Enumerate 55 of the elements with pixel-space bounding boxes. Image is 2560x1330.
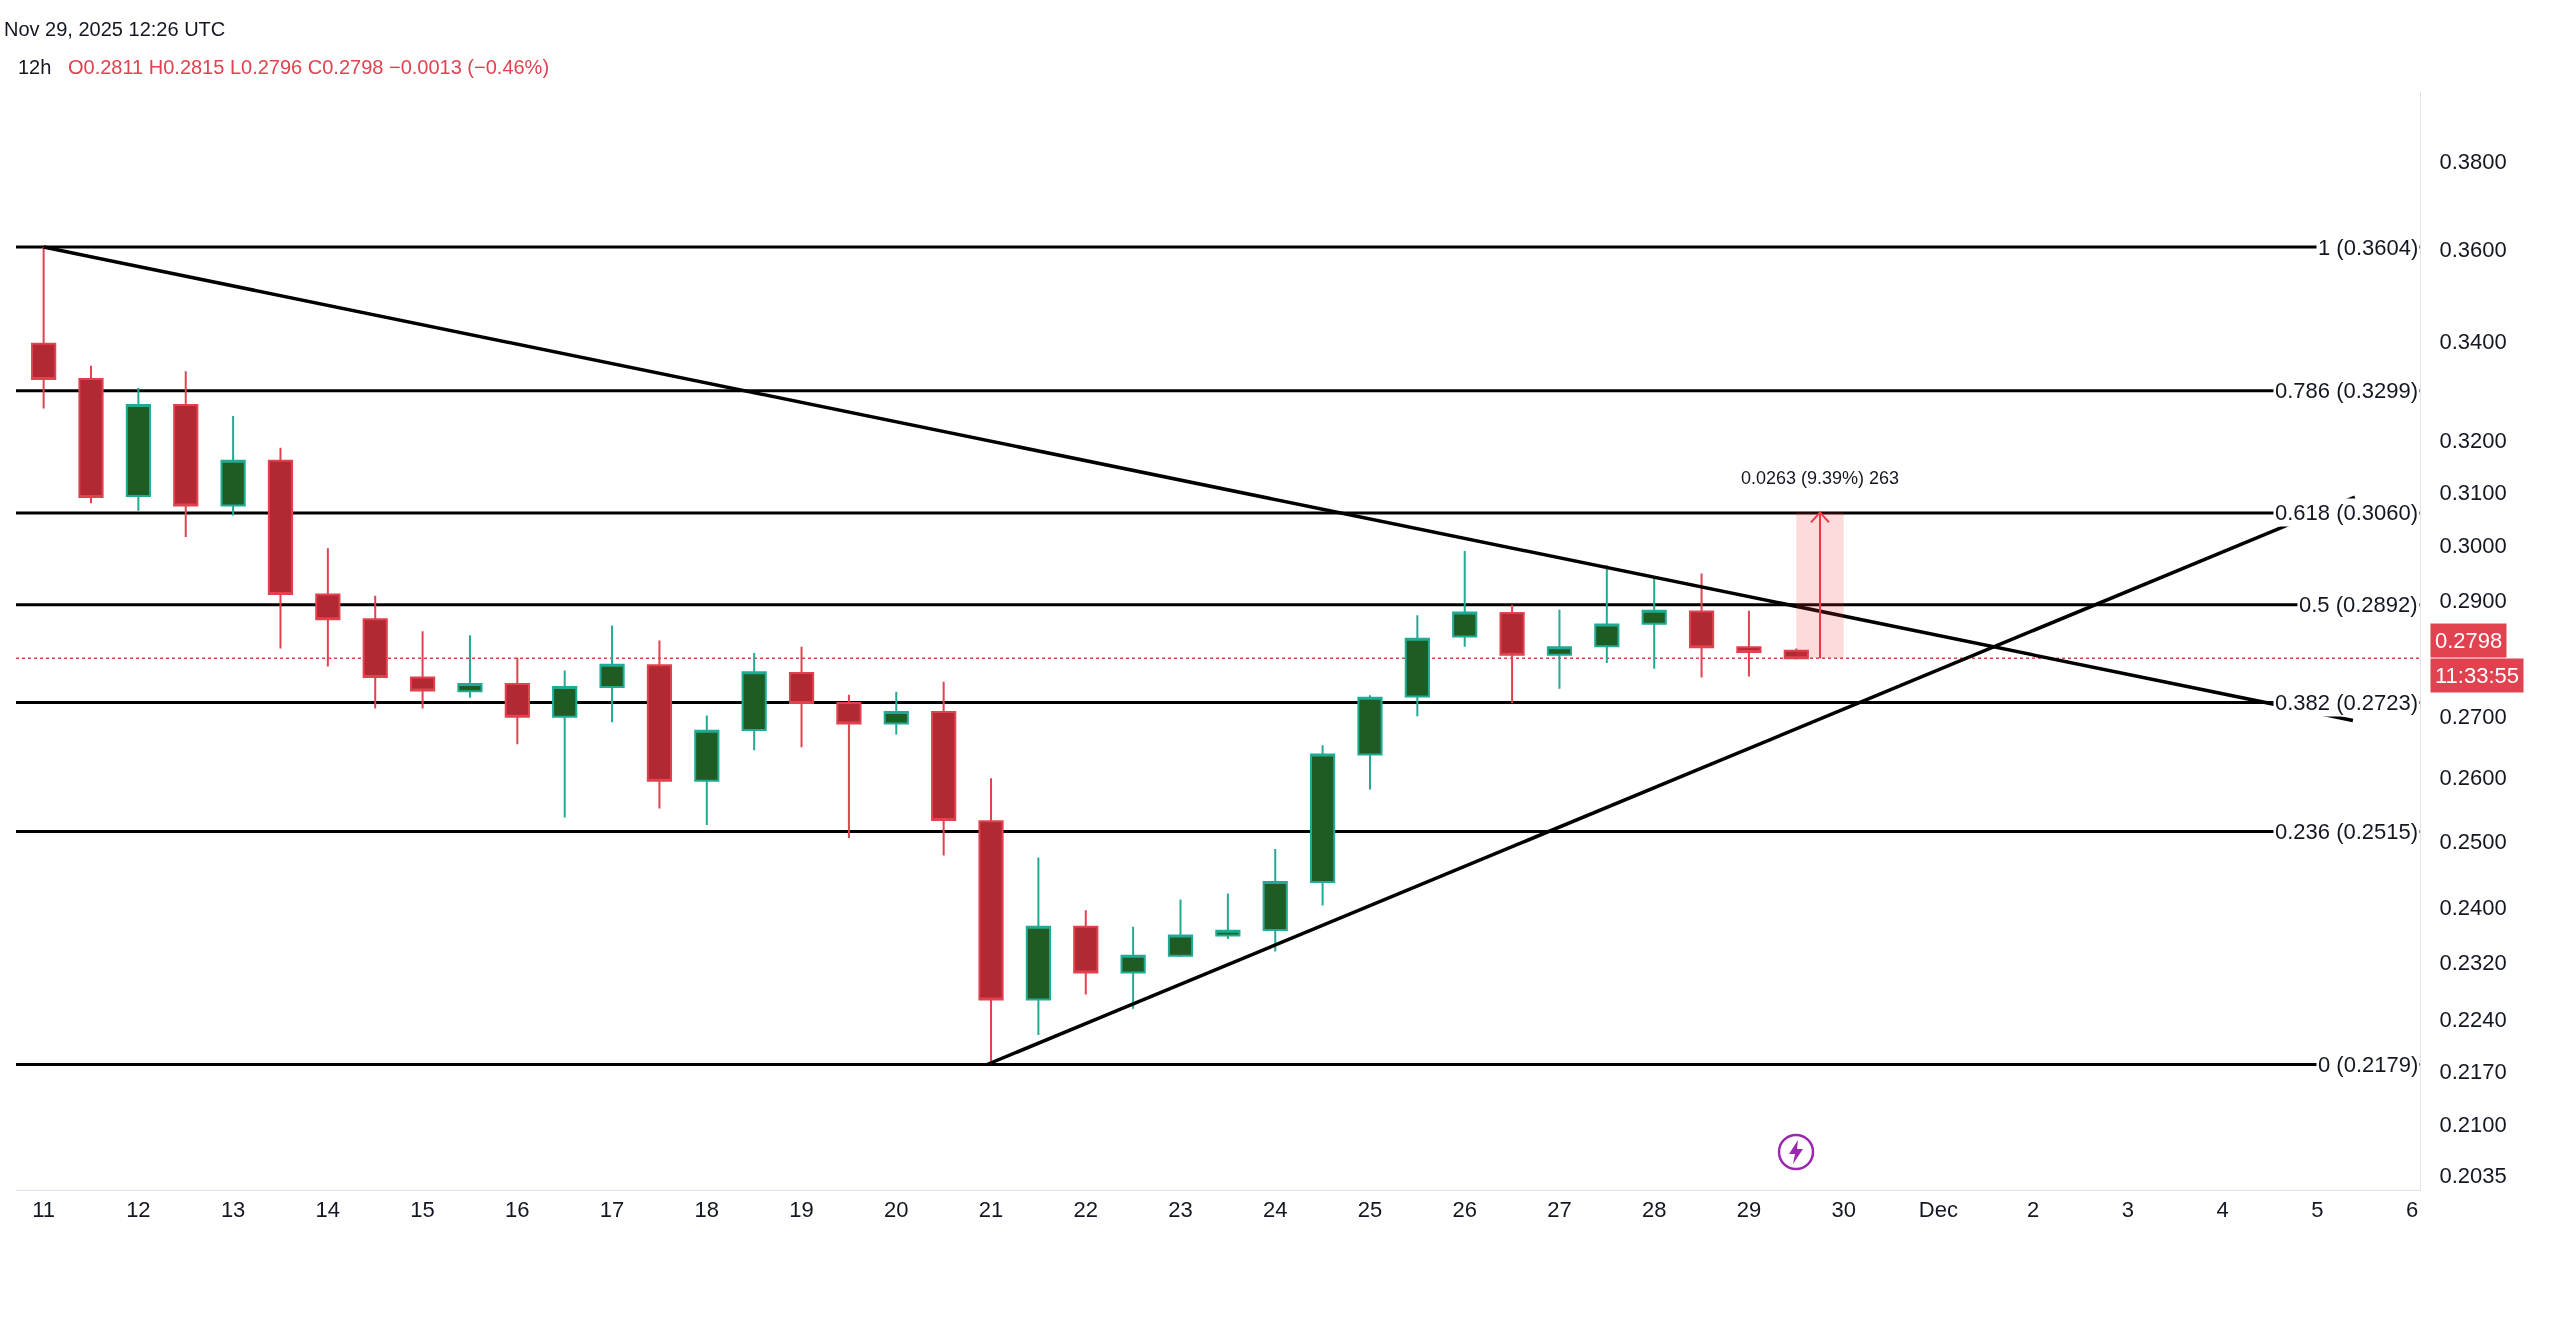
- chart-subtitle: O0.2811 H0.2815 L0.2796 C0.2798 −0.0013 (−0.46%): [67, 55, 550, 78]
- ref-line-label: 0.2798: [2435, 628, 2503, 653]
- x-tick-label: 22: [1073, 1197, 1098, 1223]
- x-tick-label: 12: [126, 1197, 151, 1223]
- y-tick-label: 0.2600: [2439, 765, 2507, 791]
- x-tick-label: Dec: [1918, 1197, 1958, 1223]
- x-tick-label: 19: [789, 1197, 814, 1223]
- x-tick-label: 17: [599, 1197, 625, 1223]
- y-tick-label: 0.3200: [2439, 427, 2507, 453]
- x-tick-label: 30: [1831, 1197, 1856, 1223]
- y-tick-label: 0.2900: [2439, 587, 2507, 613]
- y-tick-label: 0.2100: [2439, 1112, 2507, 1138]
- x-tick-label: 16: [505, 1197, 530, 1223]
- x-tick-label: 11: [32, 1197, 56, 1223]
- y-tick-label: 0.2500: [2439, 828, 2507, 854]
- y-tick-label: 0.3600: [2439, 236, 2507, 262]
- y-tick-label: 0.2170: [2439, 1058, 2507, 1084]
- y-tick-label: 0.3100: [2439, 479, 2507, 505]
- x-tick-label: 21: [978, 1197, 1004, 1223]
- x-tick-label: 2: [2027, 1197, 2040, 1223]
- y-tick-label: 0.2400: [2439, 895, 2507, 921]
- x-tick-label: 27: [1547, 1197, 1572, 1223]
- x-tick-label: 28: [1641, 1197, 1667, 1223]
- y-tick-label: 0.2320: [2439, 950, 2507, 976]
- x-tick-label: 23: [1168, 1197, 1193, 1223]
- y-tick-label: 0.2700: [2439, 703, 2507, 729]
- y-tick-label: 0.3800: [2439, 148, 2507, 174]
- text: Nov 29, 2025 12:26 UTC: [4, 18, 226, 40]
- y-tick-label: 0.3400: [2439, 329, 2507, 355]
- x-tick-label: 13: [220, 1197, 246, 1223]
- text: 11:33:55: [2435, 663, 2520, 688]
- ref-line-label: 0.236 (0.2515): [2275, 819, 2419, 844]
- x-tick-label: 4: [2216, 1197, 2229, 1223]
- x-tick-label: 25: [1357, 1197, 1383, 1223]
- x-tick-label: 26: [1452, 1197, 1477, 1223]
- x-tick-label: 3: [2121, 1197, 2135, 1223]
- x-tick-label: 15: [410, 1197, 435, 1223]
- y-tick-label: 0.2035: [2439, 1163, 2507, 1189]
- ref-line-label: 1 (0.3604): [2318, 235, 2419, 260]
- y-tick-label: 0.2240: [2439, 1007, 2507, 1033]
- ref-line-label: 0.618 (0.3060): [2275, 500, 2419, 525]
- y-tick-label: 0.3000: [2439, 532, 2507, 558]
- ref-line-label: 0.786 (0.3299): [2275, 378, 2419, 403]
- chart-title: 12h: [17, 55, 52, 78]
- ref-line-label: 0.5 (0.2892): [2299, 592, 2418, 617]
- x-tick-label: 24: [1263, 1197, 1288, 1223]
- ref-line-label: 0 (0.2179): [2318, 1052, 2419, 1077]
- x-tick-label: 20: [884, 1197, 909, 1223]
- x-tick-label: 18: [694, 1197, 720, 1223]
- x-tick-label: 6: [2405, 1197, 2419, 1223]
- x-tick-label: 29: [1736, 1197, 1762, 1223]
- annotation: 0.0263 (9.39%) 263: [1741, 468, 1900, 488]
- x-tick-label: 14: [315, 1197, 341, 1223]
- x-tick-label: 5: [2311, 1197, 2324, 1223]
- ref-line-label: 0.382 (0.2723): [2275, 690, 2419, 715]
